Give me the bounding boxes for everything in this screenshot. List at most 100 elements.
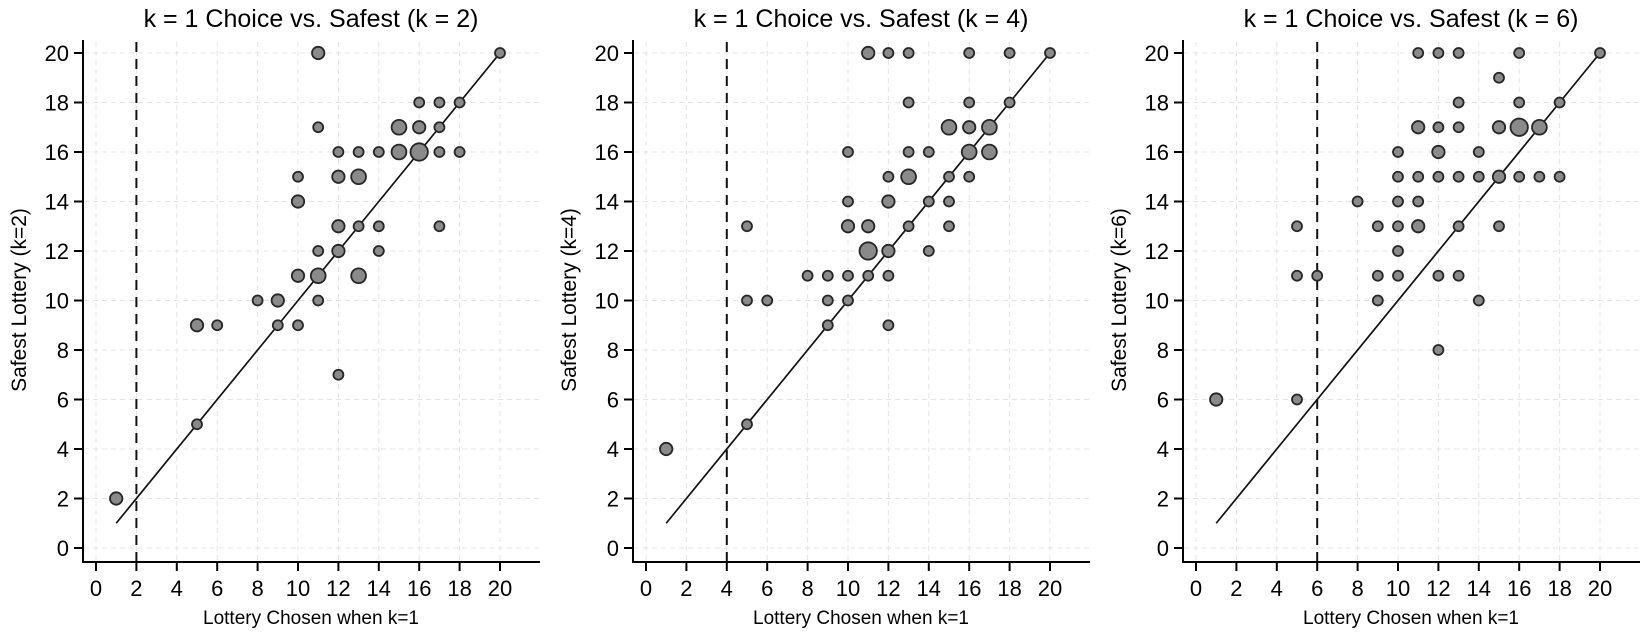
data-point bbox=[372, 146, 385, 158]
y-tick-label: 20 bbox=[1145, 41, 1169, 66]
x-tick-label: 6 bbox=[1311, 576, 1323, 601]
y-axis-title: Safest Lottery (k=6) bbox=[1108, 208, 1131, 392]
data-point bbox=[1452, 269, 1465, 282]
data-point bbox=[922, 195, 935, 208]
y-tick-label: 0 bbox=[1157, 536, 1169, 561]
data-point bbox=[1371, 269, 1384, 282]
data-point bbox=[821, 269, 834, 282]
data-point bbox=[1533, 170, 1546, 183]
x-axis-title: Lottery Chosen when k=1 bbox=[1303, 608, 1519, 629]
data-point bbox=[1392, 195, 1404, 208]
data-point bbox=[1044, 47, 1056, 59]
data-point bbox=[922, 146, 935, 158]
data-point bbox=[1291, 220, 1303, 233]
y-tick-label: 14 bbox=[595, 190, 619, 215]
x-tick-label: 10 bbox=[286, 576, 310, 601]
data-point bbox=[1371, 220, 1384, 233]
y-axis-title: Safest Lottery (k=4) bbox=[558, 208, 581, 392]
data-point bbox=[900, 168, 917, 186]
y-tick-label: 12 bbox=[1145, 239, 1169, 264]
data-point bbox=[1392, 245, 1404, 257]
data-point bbox=[290, 268, 306, 283]
y-tick-label: 10 bbox=[1145, 289, 1169, 314]
data-point bbox=[433, 121, 446, 134]
data-point bbox=[940, 118, 958, 136]
x-tick-label: 8 bbox=[801, 576, 813, 601]
x-tick-label: 4 bbox=[171, 576, 183, 601]
x-tick-label: 18 bbox=[997, 576, 1021, 601]
y-tick-label: 18 bbox=[1145, 91, 1169, 116]
data-point bbox=[412, 120, 427, 135]
data-point bbox=[1311, 269, 1324, 282]
data-point bbox=[1371, 294, 1384, 307]
x-axis-title: Lottery Chosen when k=1 bbox=[753, 608, 969, 629]
data-point bbox=[1351, 195, 1364, 208]
data-point bbox=[109, 491, 124, 506]
data-point bbox=[902, 47, 915, 59]
data-point bbox=[331, 243, 346, 259]
y-tick-label: 2 bbox=[1157, 487, 1169, 512]
x-tick-label: 10 bbox=[836, 576, 860, 601]
x-tick-label: 2 bbox=[130, 576, 142, 601]
data-point bbox=[372, 220, 385, 233]
x-tick-label: 20 bbox=[1038, 576, 1062, 601]
y-tick-label: 2 bbox=[57, 487, 69, 512]
y-tick-label: 20 bbox=[45, 41, 69, 66]
data-point bbox=[1411, 120, 1426, 135]
data-point bbox=[312, 121, 325, 134]
x-tick-label: 14 bbox=[367, 576, 391, 601]
x-tick-label: 8 bbox=[1351, 576, 1363, 601]
data-point bbox=[861, 45, 876, 61]
x-tick-label: 20 bbox=[488, 576, 512, 601]
data-point bbox=[433, 220, 446, 233]
data-point bbox=[453, 96, 466, 109]
data-point bbox=[1452, 47, 1465, 59]
x-tick-label: 16 bbox=[407, 576, 431, 601]
data-point bbox=[453, 146, 466, 158]
data-point bbox=[882, 170, 895, 183]
data-point bbox=[881, 243, 896, 259]
data-point bbox=[292, 319, 304, 332]
panel-k2: 0 2 4 6 8 10 12 14 16 18 20 0 2 4 6 8 10 12 14 16 18 20 k = 1… bbox=[0, 0, 550, 633]
data-point bbox=[1431, 144, 1446, 160]
data-point bbox=[311, 45, 326, 61]
data-point bbox=[1594, 47, 1606, 59]
data-point bbox=[902, 146, 915, 158]
y-tick-label: 16 bbox=[45, 140, 69, 165]
y-tick-label: 10 bbox=[45, 289, 69, 314]
x-tick-label: 16 bbox=[957, 576, 981, 601]
data-point bbox=[761, 294, 774, 307]
data-point bbox=[1412, 47, 1425, 59]
y-tick-label: 6 bbox=[1157, 388, 1169, 413]
data-point bbox=[1493, 220, 1505, 233]
data-point bbox=[312, 245, 325, 257]
y-tick-label: 16 bbox=[1145, 140, 1169, 165]
y-tick-label: 16 bbox=[595, 140, 619, 165]
y-tick-label: 2 bbox=[607, 487, 619, 512]
data-point bbox=[1392, 220, 1404, 233]
data-point bbox=[1412, 195, 1425, 208]
x-tick-label: 12 bbox=[1426, 576, 1450, 601]
data-point bbox=[1452, 121, 1465, 134]
x-tick-label: 20 bbox=[1588, 576, 1612, 601]
y-tick-label: 4 bbox=[57, 437, 69, 462]
data-point bbox=[902, 96, 915, 109]
y-tick-label: 12 bbox=[595, 239, 619, 264]
data-point bbox=[1412, 170, 1425, 183]
x-tick-label: 18 bbox=[447, 576, 471, 601]
x-tick-label: 12 bbox=[326, 576, 350, 601]
x-tick-label: 14 bbox=[917, 576, 941, 601]
data-point bbox=[741, 294, 753, 307]
data-point bbox=[1531, 118, 1548, 136]
y-tick-label: 0 bbox=[57, 536, 69, 561]
data-point bbox=[372, 245, 385, 257]
data-point bbox=[821, 319, 834, 332]
data-point bbox=[189, 318, 205, 333]
data-point bbox=[1452, 220, 1465, 233]
data-point bbox=[312, 294, 325, 307]
data-point bbox=[1553, 96, 1566, 109]
data-point bbox=[290, 194, 306, 209]
data-point bbox=[943, 170, 955, 183]
y-tick-label: 8 bbox=[57, 338, 69, 363]
